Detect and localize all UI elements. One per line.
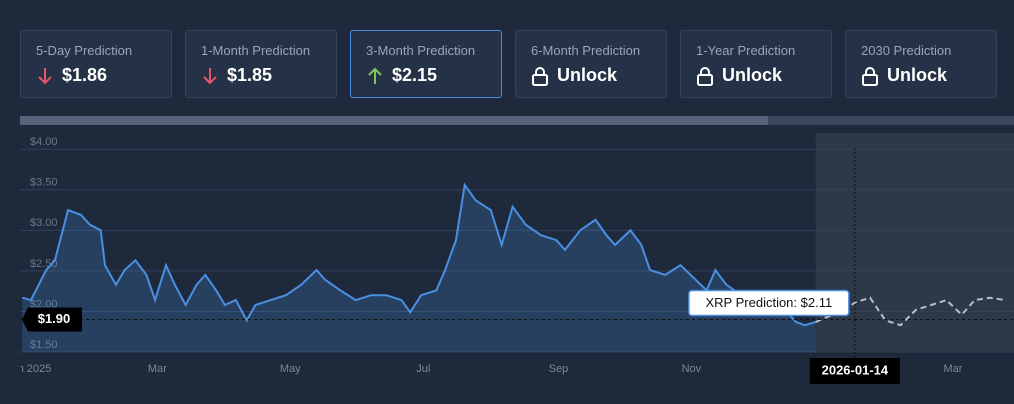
line (21, 182, 816, 327)
card-title: 6-Month Prediction (531, 43, 641, 58)
tooltip-label: XRP Prediction: $2.11 (706, 295, 833, 310)
card-value: Unlock (696, 65, 782, 86)
y-tick-label: $3.50 (30, 177, 58, 189)
x-tick-label: Mar (148, 363, 167, 375)
scrollbar-thumb[interactable] (20, 116, 768, 125)
lock-icon (532, 66, 548, 86)
y-tick-label: $4.00 (30, 136, 58, 148)
card-value-text: Unlock (557, 65, 618, 85)
trend-arrow (38, 67, 52, 84)
card-value-text: $1.85 (227, 65, 273, 85)
x-tick-label: Sep (549, 363, 569, 375)
card-value: $1.85 (201, 65, 272, 86)
lock-icon (697, 66, 713, 86)
area (22, 184, 816, 352)
card-title: 3-Month Prediction (366, 43, 476, 58)
card-title: 1-Month Prediction (201, 43, 311, 58)
y-tick-label: $1.50 (30, 339, 58, 351)
y-tick-label: $3.00 (30, 217, 58, 229)
card-value: Unlock (531, 65, 617, 86)
forecast-region (815, 133, 1014, 352)
current-price-label: $1.90 (38, 311, 71, 326)
card-value: $1.86 (36, 65, 107, 86)
card-title: 5-Day Prediction (36, 43, 133, 58)
prediction-card[interactable]: 1-Month Prediction $1.85 (185, 30, 337, 98)
card-value-text: Unlock (722, 65, 783, 85)
lock-icon (862, 66, 878, 86)
card-title: 2030 Prediction (861, 43, 952, 58)
prediction-card[interactable]: 2030 Prediction Unlock (845, 30, 997, 98)
card-value: $2.15 (366, 65, 437, 86)
y-tick-label: $2.50 (30, 258, 58, 270)
current-price-box (22, 307, 82, 332)
trend-arrow (368, 67, 382, 84)
y-tick-label: $2.00 (30, 298, 58, 310)
x-tick-label: Jul (416, 363, 430, 375)
card-value: Unlock (861, 65, 947, 86)
x-tick-label: Mar (943, 363, 962, 375)
prediction-card[interactable]: 3-Month Prediction $2.15 (350, 30, 502, 98)
prediction-card[interactable]: 1-Year Prediction Unlock (680, 30, 832, 98)
date-box (809, 358, 900, 384)
card-value-text: $1.86 (62, 65, 108, 85)
date-label: 2026-01-14 (822, 362, 889, 377)
trend-arrow (203, 67, 217, 84)
prediction-card[interactable]: 5-Day Prediction $1.86 (20, 30, 172, 98)
tooltip-box (688, 289, 850, 317)
card-title: 1-Year Prediction (696, 43, 796, 58)
prediction-card[interactable]: 6-Month Prediction Unlock (515, 30, 667, 98)
card-value-text: $2.15 (392, 65, 438, 85)
x-tick-label: Nov (682, 363, 702, 375)
card-value-text: Unlock (887, 65, 948, 85)
x-tick-label: May (280, 363, 301, 375)
x-tick-label: Jan 2025 (6, 363, 51, 375)
